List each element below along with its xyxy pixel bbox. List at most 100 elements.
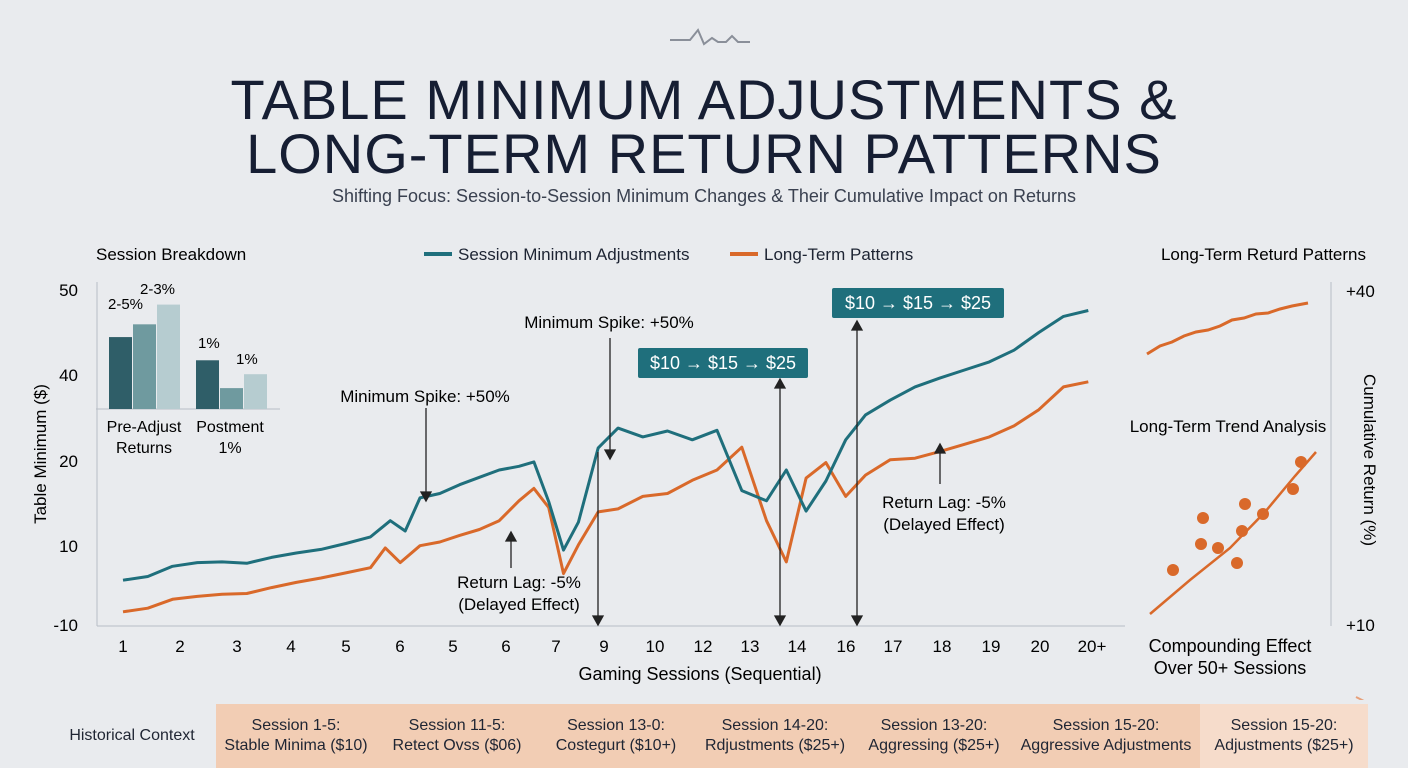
arrowhead-session14-bottom <box>773 615 787 627</box>
x-tick-label: 12 <box>694 637 713 656</box>
annotation-lag2-b: (Delayed Effect) <box>883 515 1005 534</box>
x-tick-label: 13 <box>741 637 760 656</box>
inset-bars <box>109 304 267 409</box>
inset-caption-left-2: Returns <box>116 440 172 457</box>
inset-bar <box>109 337 132 409</box>
badge-price-steps-2-bg <box>832 288 1004 318</box>
arrowhead-session9 <box>591 615 605 627</box>
scatter-point <box>1167 564 1179 576</box>
timeline-cell: Session 15-20: Aggressive Adjustments <box>1012 704 1200 768</box>
timeline-cell: Session 11-5: Retect Ovss ($06) <box>376 704 538 768</box>
y-tick-label: 10 <box>59 537 78 556</box>
scatter-point <box>1287 483 1299 495</box>
timeline-cell-line2: Costegurt ($10+) <box>555 737 677 754</box>
timeline-cell-label: Historical Context <box>69 727 195 744</box>
x-tick-labels: 1 2 3 4 5 6 5 6 7 9 10 12 13 14 16 17 18 19 20 20+ <box>118 637 1106 656</box>
inset-right-trend-line <box>1146 301 1309 356</box>
main-chart: Session Minimum Adjustments Long-Term Pa… <box>31 245 1379 700</box>
series-line-session-minimum-adjustments <box>122 309 1089 582</box>
inset-right-trend-title: Long-Term Trend Analysis <box>1130 417 1327 436</box>
timeline-cell: Session 14-20: Rdjustments ($25+) <box>694 704 856 768</box>
timeline-cell-line1: Session 13-20: <box>880 717 988 734</box>
session-breakdown-inset: Session Breakdown 2-5% 2-3% 1% 1% Pre-Ad… <box>96 245 280 457</box>
scatter-point <box>1236 525 1248 537</box>
y-tick-label: 20 <box>59 452 78 471</box>
timeline-cell-line1: Session 11-5: <box>408 717 506 734</box>
x-tick-label: 16 <box>837 637 856 656</box>
timeline-cell-line2: Adjustments ($25+) <box>1214 737 1354 754</box>
annotation-lag1-b: (Delayed Effect) <box>458 595 580 614</box>
badge-price-steps-1: $10 → $15 → $25 <box>638 348 808 378</box>
y-tick-label: -10 <box>53 616 78 635</box>
inset-label-a: 2-5% <box>108 296 143 313</box>
badge-price-steps-2: $10 → $15 → $25 <box>832 288 1004 318</box>
scatter-point <box>1295 456 1307 468</box>
y2-tick-labels: +10 +40 <box>1346 282 1375 635</box>
inset-bar <box>244 374 267 409</box>
scatter-point <box>1197 512 1209 524</box>
timeline-cell: Session 13-20: Aggressing ($25+) <box>856 704 1012 768</box>
timeline-bar: Historical Context Session 1-5: Stable M… <box>48 704 1368 768</box>
inset-caption-right-1: Postment <box>196 419 264 436</box>
inset-right-caption-1: Compounding Effect <box>1149 636 1312 656</box>
arrowhead-lag1 <box>504 530 518 542</box>
y2-axis-label: Cumulative Return (%) <box>1360 374 1379 546</box>
x-tick-label: 10 <box>646 637 665 656</box>
y2-tick-label: +40 <box>1346 282 1375 301</box>
y-axis-label: Table Minimum ($) <box>31 384 50 524</box>
x-tick-label: 6 <box>501 637 510 656</box>
annotation-lag2-a: Return Lag: -5% <box>882 493 1006 512</box>
badge-price-steps-2-text: $10 → $15 → $25 <box>845 293 991 313</box>
inset-left-title: Session Breakdown <box>96 245 246 264</box>
timeline-cell-line1: Session 14-20: <box>721 717 829 734</box>
inset-caption-right-2: 1% <box>218 440 241 457</box>
inset-label-d: 1% <box>236 351 258 368</box>
series-line-long-term-patterns <box>122 380 1089 614</box>
page-subtitle: Shifting Focus: Session-to-Session Minim… <box>332 186 1076 206</box>
x-axis-label: Gaming Sessions (Sequential) <box>578 664 821 684</box>
timeline-cell-line2: Aggressive Adjustments <box>1020 737 1192 754</box>
timeline-cell-historical-context: Historical Context <box>48 704 216 768</box>
timeline-cell-line1: Session 1-5: <box>251 717 341 734</box>
inset-caption-left-1: Pre-Adjust <box>107 419 182 436</box>
x-tick-label: 18 <box>933 637 952 656</box>
timeline-cell: Session 15-20: Adjustments ($25+) <box>1200 704 1368 768</box>
y-tick-labels: -10 10 20 40 50 <box>53 281 78 635</box>
arrowhead-lag2 <box>933 442 947 454</box>
x-tick-label: 7 <box>551 637 560 656</box>
badge-price-steps-1-bg <box>638 348 808 378</box>
inset-right-title: Long-Term Returd Patterns <box>1161 245 1366 264</box>
timeline-arrowhead <box>1355 696 1365 700</box>
annotation-spike2: Minimum Spike: +50% <box>524 313 694 332</box>
arrowhead-session16-top <box>850 319 864 331</box>
inset-label-c: 1% <box>198 335 220 352</box>
x-tick-label: 17 <box>884 637 903 656</box>
long-term-inset: Long-Term Returd Patterns Long-Term Tren… <box>1130 245 1366 678</box>
scatter-point <box>1231 557 1243 569</box>
inset-bar <box>220 388 243 409</box>
badge-price-steps-1-text: $10 → $15 → $25 <box>650 353 796 373</box>
x-tick-label: 3 <box>232 637 241 656</box>
x-tick-label: 14 <box>788 637 807 656</box>
x-tick-label: 4 <box>286 637 295 656</box>
timeline-cell-line2: Stable Minima ($10) <box>224 737 368 754</box>
scatter-points <box>1167 456 1307 576</box>
page-title-line-2: LONG-TERM RETURN PATTERNS <box>246 122 1162 185</box>
scatter-point <box>1257 508 1269 520</box>
timeline-cell-line1: Session 15-20: <box>1052 717 1160 734</box>
y-tick-label: 50 <box>59 281 78 300</box>
inset-bar <box>157 304 180 409</box>
timeline-cell-line2: Retect Ovss ($06) <box>392 737 522 754</box>
arrowhead-session14-top <box>773 377 787 389</box>
legend-longterm-label: Long-Term Patterns <box>764 245 913 264</box>
x-tick-label: 5 <box>341 637 350 656</box>
annotation-spike1: Minimum Spike: +50% <box>340 387 510 406</box>
inset-label-b: 2-3% <box>140 281 175 298</box>
arrowhead-session16-bottom <box>850 615 864 627</box>
timeline-cell: Session 13-0: Costegurt ($10+) <box>538 704 694 768</box>
annotation-arrows <box>419 319 947 627</box>
chart-legend: Session Minimum Adjustments Long-Term Pa… <box>424 245 913 264</box>
x-tick-label: 5 <box>448 637 457 656</box>
legend-session-label: Session Minimum Adjustments <box>458 245 689 264</box>
